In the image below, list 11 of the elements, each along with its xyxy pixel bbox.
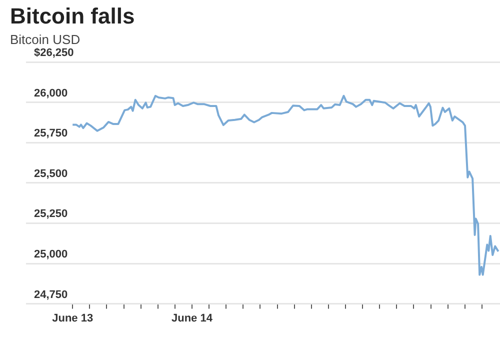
y-tick-label: 26,000 xyxy=(34,87,68,100)
y-tick-label: 25,750 xyxy=(34,128,68,140)
y-tick-label: 25,250 xyxy=(34,208,68,220)
chart-subtitle: Bitcoin USD xyxy=(10,32,80,47)
y-tick-label: $26,250 xyxy=(34,47,74,60)
y-tick-label: 24,750 xyxy=(34,288,68,301)
x-tick-label: June 14 xyxy=(172,312,214,324)
chart-title: Bitcoin falls xyxy=(10,3,135,28)
y-tick-label: 25,500 xyxy=(34,168,68,180)
y-tick-label: 25,000 xyxy=(34,248,68,261)
x-tick-label: June 13 xyxy=(52,312,94,324)
